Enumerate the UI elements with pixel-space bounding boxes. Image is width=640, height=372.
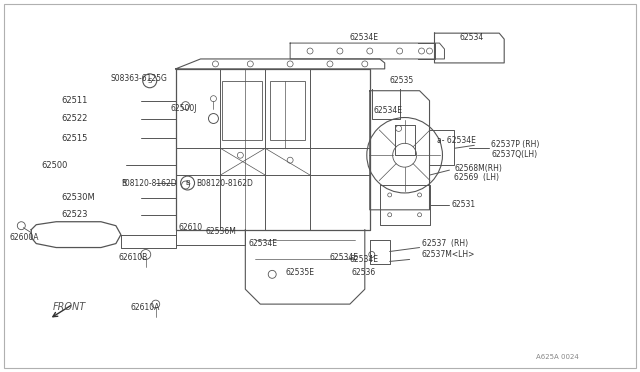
- Text: 62534E: 62534E: [374, 106, 403, 115]
- Text: 62536: 62536: [352, 268, 376, 277]
- Text: 62534E: 62534E: [350, 255, 379, 264]
- Text: B08120-8162D: B08120-8162D: [196, 179, 253, 187]
- Text: B: B: [185, 180, 190, 186]
- Text: 62531: 62531: [451, 201, 476, 209]
- Text: 62600A: 62600A: [10, 233, 39, 242]
- Text: B: B: [121, 179, 126, 187]
- Text: S: S: [148, 78, 152, 84]
- Text: 62610: 62610: [179, 223, 203, 232]
- Text: 62500J: 62500J: [171, 104, 197, 113]
- Text: 62534E: 62534E: [350, 33, 379, 42]
- Text: 62534: 62534: [460, 33, 484, 42]
- Text: 62568M(RH): 62568M(RH): [454, 164, 502, 173]
- Text: 62523: 62523: [61, 210, 88, 219]
- Text: 62500: 62500: [41, 161, 68, 170]
- Text: 62569  (LH): 62569 (LH): [454, 173, 499, 182]
- Text: 62610B: 62610B: [119, 253, 148, 262]
- Text: °08120-8162D: °08120-8162D: [121, 179, 177, 187]
- Text: 62537M<LH>: 62537M<LH>: [422, 250, 475, 259]
- Text: 62530M: 62530M: [61, 193, 95, 202]
- Text: A625A 0024: A625A 0024: [536, 354, 579, 360]
- Text: a- 62534E: a- 62534E: [438, 136, 476, 145]
- Text: 62535E: 62535E: [285, 268, 314, 277]
- Text: 62537Q(LH): 62537Q(LH): [492, 150, 538, 159]
- Text: 62522: 62522: [61, 114, 88, 123]
- Text: 62537P (RH): 62537P (RH): [492, 140, 540, 149]
- Text: 62535: 62535: [390, 76, 414, 85]
- Text: 62534E: 62534E: [248, 239, 277, 248]
- Text: 62515: 62515: [61, 134, 88, 143]
- Text: 62537  (RH): 62537 (RH): [422, 239, 468, 248]
- Text: S08363-6125G: S08363-6125G: [111, 74, 168, 83]
- Text: FRONT: FRONT: [53, 302, 86, 312]
- Text: 62511: 62511: [61, 96, 88, 105]
- Text: 62536M: 62536M: [205, 227, 236, 236]
- Text: 62534E: 62534E: [330, 253, 359, 262]
- Text: 62610A: 62610A: [131, 302, 160, 312]
